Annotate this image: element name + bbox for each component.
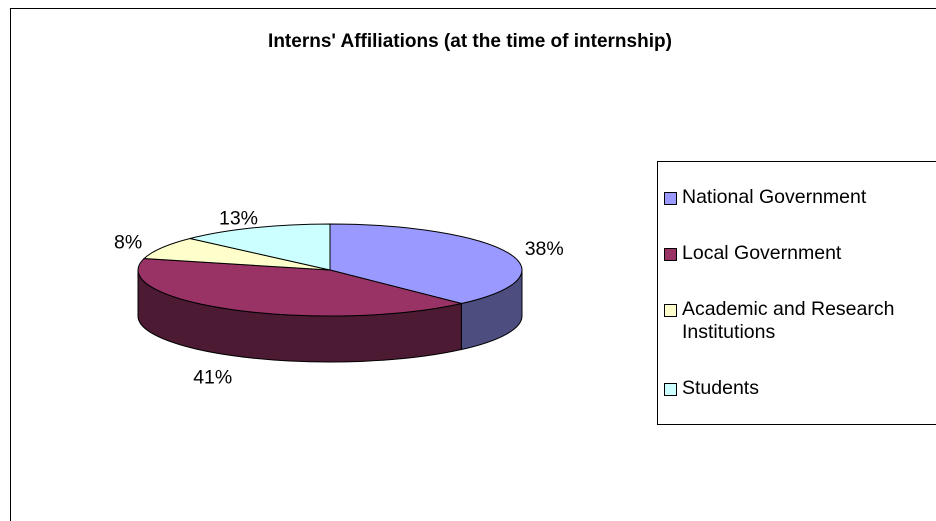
legend-swatch — [664, 247, 677, 261]
pie-slice — [329, 223, 523, 305]
legend-label: National Government — [682, 185, 867, 208]
legend-box — [657, 161, 936, 425]
legend-item: Students — [664, 377, 936, 400]
data-label: 38% — [525, 238, 564, 260]
legend: National Government Local Government Acade… — [657, 161, 936, 425]
chart-title: Interns' Affiliations (at the time of in… — [268, 31, 672, 52]
legend-swatch — [664, 304, 677, 318]
pie-slice — [142, 237, 331, 271]
data-label: 13% — [219, 207, 258, 229]
data-label: 8% — [114, 232, 142, 254]
legend-label: Local Government — [682, 241, 842, 264]
pie-slice — [137, 258, 462, 317]
legend-item: Academic and Research Institutions — [664, 298, 936, 344]
legend-label: Students — [682, 377, 759, 400]
pie-slice — [189, 223, 331, 271]
legend-item: National Government — [664, 186, 936, 209]
legend-swatch — [664, 383, 677, 397]
data-label: 41% — [193, 367, 232, 389]
legend-label: Academic and Research Institutions — [682, 298, 895, 344]
legend-swatch — [664, 191, 677, 205]
legend-item: Local Government — [664, 242, 936, 265]
